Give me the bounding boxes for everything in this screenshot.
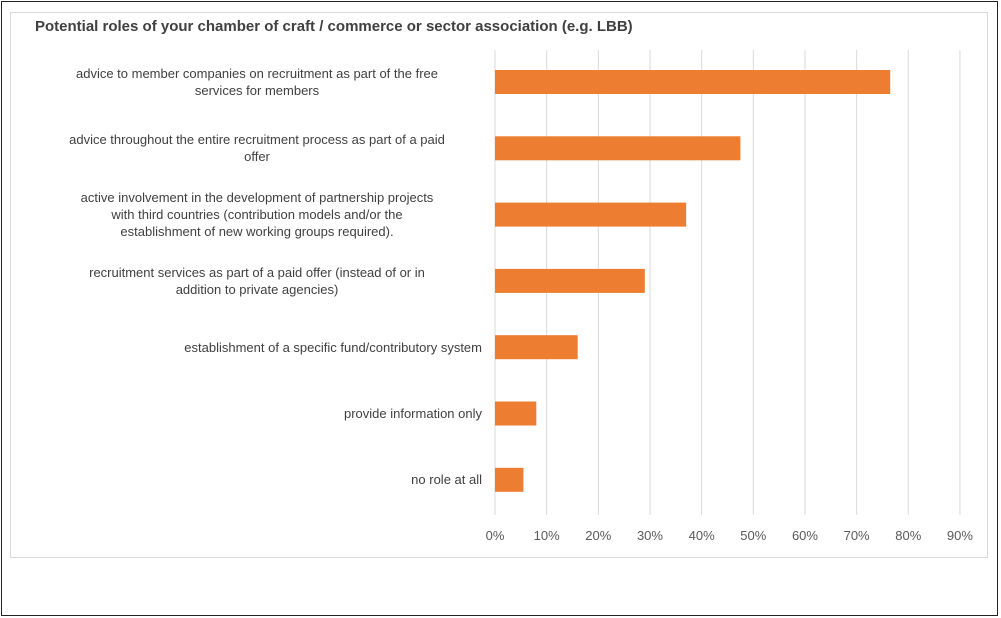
category-label-1: advice throughout the entire recruitment… (32, 131, 482, 165)
x-tick-label-50: 50% (740, 528, 766, 543)
x-tick-label-80: 80% (895, 528, 921, 543)
category-label-line: with third countries (contribution model… (111, 207, 403, 223)
x-tick-label-10: 10% (534, 528, 560, 543)
bar-4 (495, 335, 578, 360)
bar-6 (495, 467, 524, 492)
category-label-line: addition to private agencies) (175, 281, 339, 297)
x-tick-label-90: 90% (947, 528, 973, 543)
category-label-line: advice to member companies on recruitmen… (75, 66, 438, 81)
x-tick-label-40: 40% (689, 528, 715, 543)
chart-title: Potential roles of your chamber of craft… (35, 18, 633, 35)
category-label-0: advice to member companies on recruitmen… (32, 65, 482, 99)
category-label-line: establishment of a specific fund/contrib… (184, 339, 482, 355)
x-tick-label-20: 20% (585, 528, 611, 543)
category-label-line: provide information only (343, 406, 482, 421)
bar-3 (495, 268, 645, 293)
category-label-3: recruitment services as part of a paid o… (32, 264, 482, 298)
category-label-2: active involvement in the development of… (32, 189, 482, 240)
category-label-line: establishment of new working groups requ… (120, 224, 394, 240)
x-tick-label-0: 0% (486, 528, 505, 543)
category-label-line: advice throughout the entire recruitment… (69, 132, 445, 148)
category-label-5: provide information only (32, 405, 482, 422)
x-tick-label-60: 60% (792, 528, 818, 543)
bar-1 (495, 136, 741, 161)
x-tick-label-30: 30% (637, 528, 663, 543)
x-tick-label-70: 70% (844, 528, 870, 543)
category-label-line: services for members (194, 83, 320, 98)
category-label-line: no role at all (411, 472, 482, 488)
category-label-line: active involvement in the development of… (80, 190, 434, 206)
category-label-6: no role at all (32, 471, 482, 488)
category-label-line: recruitment services as part of a paid o… (89, 264, 425, 280)
bar-5 (495, 401, 537, 426)
bar-0 (495, 70, 891, 94)
category-label-4: establishment of a specific fund/contrib… (32, 339, 482, 356)
category-label-line: offer (244, 149, 270, 165)
bar-2 (495, 202, 687, 227)
